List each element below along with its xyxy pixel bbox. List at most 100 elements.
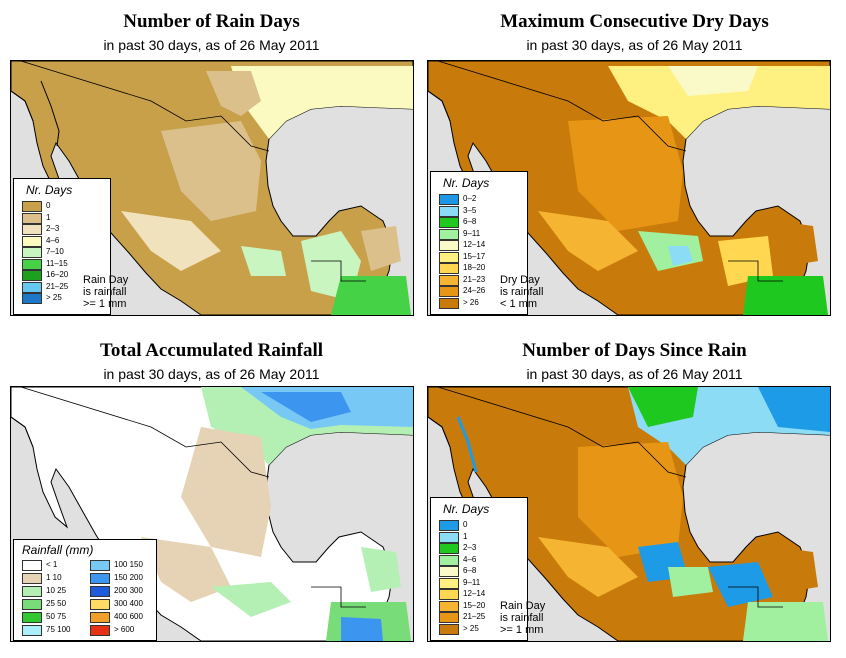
legend-swatch [22,573,42,584]
legend-swatch [22,560,42,571]
legend-swatch [22,586,42,597]
map-rain-days: Nr. Days 0 1 2–3 4–6 7–10 11–15 16–20 21–25 > 25… [10,60,414,316]
legend-swatch [439,240,459,251]
legend-label: 1 10 [46,573,62,582]
legend-swatch [22,599,42,610]
legend-swatch [439,194,459,205]
legend-swatch [439,274,459,286]
legend-label: > 26 [463,297,479,307]
legend-swatch [439,297,459,309]
note-line-1: Rain Day [83,274,129,286]
legend-max-dry: Nr. Days 0–2 3–5 6–8 9–11 12–14 15–17 18–20 21–… [430,171,528,315]
legend-swatch [22,293,42,304]
legend-swatch [439,600,459,612]
panel-subtitle: in past 30 days, as of 26 May 2011 [103,366,320,382]
legend-swatch [90,586,110,597]
note-line-3: < 1 mm [500,298,537,310]
panel-rain-days: Number of Rain Days in past 30 days, as … [0,0,423,329]
legend-label: 1 [46,212,51,222]
panel-days-since: Number of Days Since Rain in past 30 day… [423,329,846,658]
panel-subtitle: in past 30 days, as of 26 May 2011 [103,37,320,53]
legend-label: 2–3 [463,543,477,552]
legend-label: 10 25 [46,586,67,595]
legend-label: 16–20 [46,270,69,279]
legend-label: 21–25 [46,281,69,291]
panel-total-rain: Total Accumulated Rainfall in past 30 da… [0,329,423,658]
legend-note: Rain Day is rainfall >= 1 mm [500,600,545,636]
note-line-2: is rainfall [500,612,544,624]
legend-swatch [22,235,42,247]
legend-title: Nr. Days [26,183,73,197]
legend-label: 4–6 [46,235,60,245]
panel-title: Maximum Consecutive Dry Days [500,11,769,32]
legend-label: 200 300 [114,586,143,595]
panel-max-dry: Maximum Consecutive Dry Days in past 30 … [423,0,846,329]
legend-label: 50 75 [46,612,67,621]
legend-label: 0–2 [463,194,477,203]
note-line-3: >= 1 mm [83,298,127,310]
legend-swatch [439,520,459,531]
note-line-1: Dry Day [500,274,540,286]
legend-rain-days: Nr. Days 0 1 2–3 4–6 7–10 11–15 16–20 21–25 > 25 [13,178,111,315]
legend-label: 150 200 [114,573,143,582]
legend-label: 21–25 [463,612,486,621]
panel-title: Total Accumulated Rainfall [99,340,324,361]
legend-label: 12–14 [463,589,486,598]
panel-subtitle: in past 30 days, as of 26 May 2011 [526,37,743,53]
legend-swatch [439,205,459,217]
legend-swatch [90,612,110,623]
note-line-1: Rain Day [500,600,546,612]
panel-subtitle: in past 30 days, as of 26 May 2011 [526,366,743,382]
legend-swatch [22,212,42,224]
legend-swatch [439,263,459,274]
panel-title: Number of Days Since Rain [522,340,747,361]
map-max-dry: Nr. Days 0–2 3–5 6–8 9–11 12–14 15–17 18–20 21–… [427,60,831,316]
legend-swatch [22,281,42,293]
legend-swatch [22,612,42,623]
legend-swatch [22,247,42,258]
legend-label: 2–3 [46,224,60,233]
legend-swatch [90,625,110,636]
note-line-3: >= 1 mm [500,624,544,636]
legend-swatch [439,251,459,263]
legend-note: Dry Day is rainfall < 1 mm [500,274,543,310]
legend-total-rain: Rainfall (mm) < 1 1 10 10 25 25 50 50 75 75 1… [13,539,157,641]
legend-label: 25 50 [46,599,67,608]
legend-label: 15–20 [463,600,486,610]
map-total-rain: Rainfall (mm) < 1 1 10 10 25 25 50 50 75 75 1… [10,386,414,642]
legend-label: 400 600 [114,612,143,621]
legend-swatch [22,625,42,636]
panel-title: Number of Rain Days [123,11,300,32]
legend-swatch [439,217,459,228]
legend-swatch [22,224,42,235]
legend-swatch [90,573,110,584]
legend-label: 6–8 [463,566,477,575]
legend-label: 9–11 [463,577,481,587]
legend-label: 12–14 [463,240,486,249]
legend-label: 100 150 [114,560,143,569]
legend-swatch [439,286,459,297]
legend-label: 4–6 [463,554,477,564]
legend-days-since: Nr. Days 0 1 2–3 4–6 6–8 9–11 12–14 15–20 21–25 >… [430,497,528,641]
legend-swatch [22,201,42,212]
legend-swatch [90,599,110,610]
legend-swatch [439,589,459,600]
legend-swatch [439,543,459,554]
legend-label: 7–10 [46,247,64,256]
legend-swatch [22,270,42,281]
legend-label: 18–20 [463,263,486,272]
legend-label: 1 [463,531,468,541]
note-line-2: is rainfall [83,286,127,298]
map-days-since: Nr. Days 0 1 2–3 4–6 6–8 9–11 12–14 15–20 21–25 >… [427,386,831,642]
legend-label: 15–17 [463,251,486,261]
legend-swatch [439,612,459,623]
legend-label: > 25 [463,623,479,633]
legend-title: Nr. Days [443,502,490,516]
legend-label: 11–15 [46,258,68,268]
legend-swatch [439,228,459,240]
legend-label: 9–11 [463,228,481,238]
legend-label: > 25 [46,293,62,302]
legend-label: 0 [463,520,468,529]
legend-label: 3–5 [463,205,477,215]
legend-note: Rain Day is rainfall >= 1 mm [83,274,128,310]
